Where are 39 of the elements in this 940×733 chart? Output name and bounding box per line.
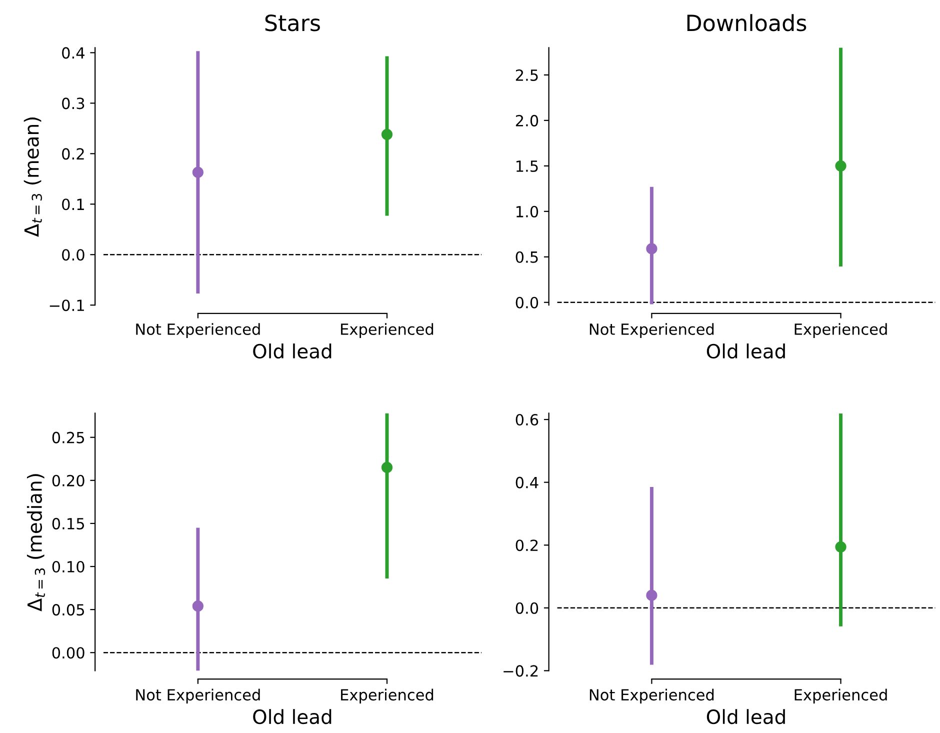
y-tick-label: 0.25 [52,432,84,444]
x-tick-label: Not Experienced [590,688,714,704]
y-tick-label: 0.3 [62,98,84,110]
x-axis-title: Old lead [706,709,785,724]
x-axis-title: Old lead [706,344,785,359]
y-tick-label: 0.15 [52,518,84,530]
chart-title: Stars [265,14,320,32]
y-tick-label: 0.20 [52,474,84,486]
y-tick-label: 0.0 [516,296,538,308]
y-tick-label: 0.00 [52,647,84,659]
y-axis-title: Δ$_{t=3}$ (median) [26,474,46,612]
x-tick-label: Not Experienced [136,323,260,338]
x-axis-title: Old lead [253,709,332,724]
x-tick-label: Experienced [794,323,887,338]
y-tick-label: 0.4 [62,47,84,59]
x-tick-label: Not Experienced [590,323,714,338]
chart-title: Downloads [687,14,806,32]
y-tick-label: 0.6 [516,414,538,426]
y-tick-label: 0.4 [516,476,538,488]
y-tick-label: 1.5 [516,160,538,172]
x-tick-label: Experienced [794,688,887,704]
y-tick-label: 0.1 [62,198,84,210]
x-axis-title: Old lead [253,344,332,359]
y-tick-label: 2.5 [516,69,538,81]
y-tick-label: −0.2 [504,665,538,677]
y-tick-label: 0.5 [516,251,538,263]
y-tick-label: 0.0 [62,249,84,261]
x-tick-label: Experienced [341,323,434,338]
y-tick-label: 0.0 [516,602,538,614]
y-tick-label: 0.2 [62,148,84,160]
y-tick-label: 0.05 [52,604,84,616]
x-tick-label: Not Experienced [136,688,260,704]
y-tick-label: 0.2 [516,540,538,552]
y-tick-label: 0.10 [52,560,84,573]
y-tick-label: 1.0 [516,206,538,218]
y-axis-title: Δ$_{t=3}$ (mean) [24,117,42,237]
x-tick-label: Experienced [341,688,434,704]
y-tick-label: 2.0 [516,114,538,126]
y-tick-label: −0.1 [50,300,84,312]
